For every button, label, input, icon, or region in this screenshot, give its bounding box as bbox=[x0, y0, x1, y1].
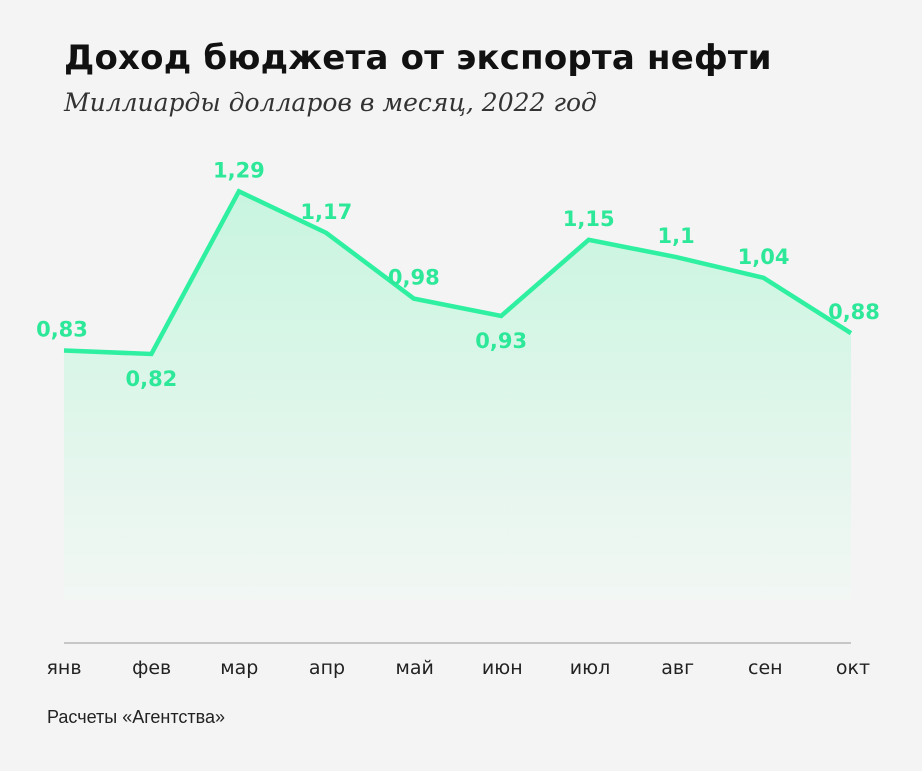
area-fill bbox=[64, 191, 851, 601]
series-line bbox=[63, 188, 853, 357]
x-tick-label: авг bbox=[661, 657, 694, 679]
x-tick-label: июл bbox=[570, 657, 611, 679]
x-tick-label: окт bbox=[836, 657, 870, 679]
chart-subtitle: Миллиарды долларов в месяц, 2022 год bbox=[64, 88, 597, 117]
x-tick-label: мар bbox=[220, 657, 258, 679]
data-label: 1,17 bbox=[300, 200, 352, 224]
data-label: 1,04 bbox=[738, 245, 790, 269]
data-label: 1,15 bbox=[563, 207, 615, 231]
data-label: 0,83 bbox=[36, 318, 88, 342]
data-label: 0,93 bbox=[475, 329, 527, 353]
x-tick-label: янв bbox=[46, 657, 81, 679]
x-tick-label: фев bbox=[132, 657, 171, 679]
source-note: Расчеты «Агентства» bbox=[47, 707, 225, 727]
data-label: 1,29 bbox=[213, 158, 265, 182]
data-label: 0,82 bbox=[125, 367, 177, 391]
x-tick-label: май bbox=[396, 657, 434, 679]
x-tick-label: июн bbox=[482, 657, 523, 679]
x-tick-label: апр bbox=[309, 657, 345, 679]
data-label: 0,88 bbox=[828, 300, 880, 324]
x-tick-label: сен bbox=[748, 657, 783, 679]
data-label: 1,1 bbox=[657, 224, 694, 248]
data-label: 0,98 bbox=[388, 266, 440, 290]
chart-title: Доход бюджета от экспорта нефти bbox=[64, 38, 772, 78]
